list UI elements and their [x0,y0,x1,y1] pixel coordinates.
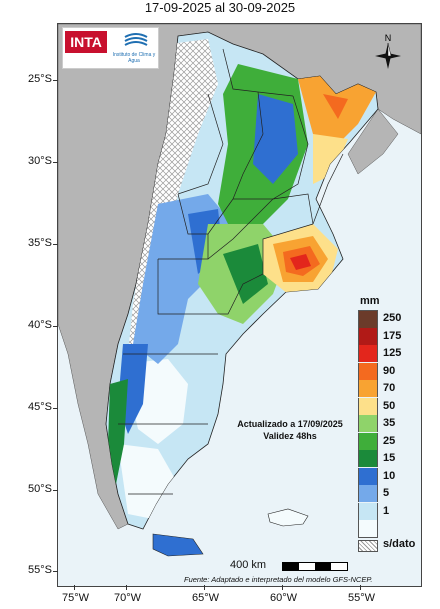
province-boundaries [118,48,344,495]
validity: Validez 48hs [263,431,317,441]
lon-label-75: 75°W [62,592,90,604]
legend-swatch [358,327,378,345]
legend-label: 25 [383,434,396,447]
legend-swatch [358,397,378,415]
lon-tick [360,585,361,590]
tierra-del-fuego [152,533,204,557]
update-annotation: Actualizado a 17/09/2025 Validez 48hs [215,418,365,442]
lon-label-55: 55°W [348,592,376,604]
malvinas-islands [267,508,309,527]
legend-label: 50 [383,399,396,412]
lat-tick [53,571,58,572]
lat-label-40: 40°S [28,319,52,331]
legend-swatch [358,485,378,502]
data-source: Fuente: Adaptado e interpretado del mode… [184,575,373,584]
legend-label: 90 [383,364,396,377]
precipitation-map [57,23,422,587]
scale-label: 400 km [230,559,267,571]
legend-label: 15 [383,452,396,464]
lat-tick [53,162,58,163]
legend-swatch [358,450,378,467]
legend-swatch [358,345,378,362]
legend-swatch [358,415,378,432]
legend-label: 250 [383,312,402,324]
map-title: 17-09-2025 al 30-09-2025 [144,0,296,15]
lon-label-60: 60°W [270,592,298,604]
no-data-swatch [358,540,378,552]
compass-rose-icon: N [375,33,401,69]
lat-tick [53,80,58,81]
inta-logo-text: INTA [65,31,107,53]
legend-swatch [358,362,378,380]
legend-unit: mm [360,295,380,307]
legend-label: 175 [383,329,402,342]
legend-swatch [358,380,378,397]
legend-label: 1 [383,504,390,517]
legend-swatch [358,520,378,538]
legend-label: 70 [383,382,396,394]
legend-label: 125 [383,347,402,359]
legend-swatch [358,310,378,328]
map-canvas [58,24,421,586]
lat-tick [53,408,58,409]
legend-swatch [358,502,378,520]
lon-label-70: 70°W [114,592,142,604]
lat-label-25: 25°S [28,73,52,85]
lat-label-45: 45°S [28,401,52,413]
legend-swatch [358,467,378,485]
water-logo-icon [124,33,148,46]
uruguay-brazil-land [347,108,399,175]
lon-tick [74,585,75,590]
lat-tick [53,244,58,245]
legend-label: 35 [383,417,396,429]
legend-label: 5 [383,487,390,499]
lon-tick [282,585,283,590]
update-date: Actualizado a 17/09/2025 [237,419,343,429]
legend-swatch [358,432,378,450]
lat-label-35: 35°S [28,237,52,249]
lon-tick [204,585,205,590]
lon-label-65: 65°W [192,592,220,604]
lat-tick [53,326,58,327]
institute-name: Instituto de Clima y Agua [112,52,156,64]
legend-label: 10 [383,469,396,482]
no-data-label: s/dato [383,538,416,550]
inta-logo: INTA Instituto de Clima y Agua [62,27,159,69]
lat-tick [53,490,58,491]
lon-tick [126,585,127,590]
scale-bar [282,562,348,571]
north-letter: N [385,33,392,43]
lat-label-55: 55°S [28,564,52,576]
lat-label-50: 50°S [28,483,52,495]
lat-label-30: 30°S [28,155,52,167]
